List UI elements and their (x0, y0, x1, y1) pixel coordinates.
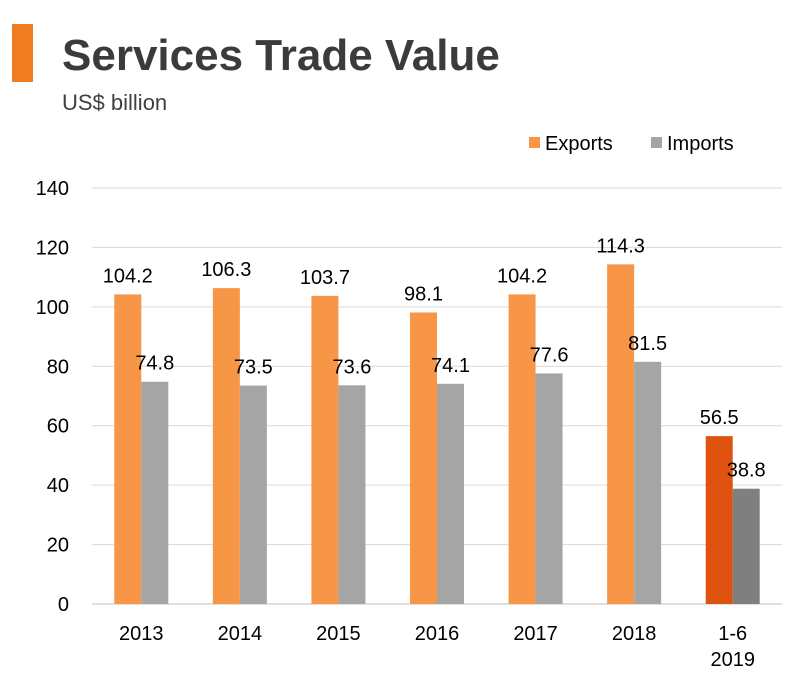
x-tick-label: 2013 (119, 623, 164, 645)
x-tick-label: 2014 (218, 623, 263, 645)
exports-value-label: 98.1 (404, 284, 443, 306)
imports-bar (535, 373, 563, 604)
exports-bar (114, 294, 142, 604)
legend-swatch-exports (529, 137, 540, 148)
exports-bar (311, 295, 339, 604)
imports-bar (141, 381, 169, 604)
exports-value-label: 106.3 (201, 259, 251, 281)
exports-value-label: 104.2 (103, 265, 153, 287)
y-tick-label: 40 (47, 475, 69, 497)
exports-bar (508, 294, 536, 604)
chart-subtitle: US$ billion (62, 90, 168, 115)
legend-label-exports: Exports (545, 133, 613, 155)
exports-bar (705, 436, 733, 604)
imports-value-label: 77.6 (530, 344, 569, 366)
exports-bar (212, 288, 240, 604)
x-tick-label: 2017 (513, 623, 558, 645)
imports-bar (338, 385, 366, 604)
exports-value-label: 103.7 (300, 267, 350, 289)
legend-label-imports: Imports (667, 133, 734, 155)
y-tick-label: 80 (47, 356, 69, 378)
exports-value-label: 104.2 (497, 265, 547, 287)
y-tick-label: 0 (58, 594, 69, 616)
x-tick-label: 2018 (612, 623, 657, 645)
x-tick-label: 2015 (316, 623, 361, 645)
imports-bar (634, 361, 662, 604)
x-tick-label: 2016 (415, 623, 460, 645)
imports-value-label: 74.8 (135, 353, 174, 375)
y-tick-label: 20 (47, 535, 69, 557)
title-accent-bar (12, 24, 33, 82)
exports-value-label: 56.5 (700, 407, 739, 429)
chart-title: Services Trade Value (62, 31, 500, 80)
y-tick-label: 100 (36, 297, 69, 319)
y-tick-label: 120 (36, 237, 69, 259)
x-tick-label: 2019 (710, 649, 755, 671)
imports-value-label: 73.5 (234, 357, 273, 379)
legend-swatch-imports (651, 137, 662, 148)
y-tick-label: 60 (47, 416, 69, 438)
imports-value-label: 73.6 (332, 356, 371, 378)
y-tick-label: 140 (36, 178, 69, 200)
exports-value-label: 114.3 (596, 235, 645, 257)
exports-bar (410, 312, 437, 604)
x-tick-label: 1-6 (718, 623, 747, 645)
imports-bar (732, 488, 760, 604)
imports-value-label: 38.8 (727, 460, 766, 482)
imports-value-label: 74.1 (431, 355, 470, 377)
imports-bar (437, 383, 464, 604)
imports-value-label: 81.5 (628, 333, 667, 355)
imports-bar (239, 385, 267, 604)
exports-bar (607, 264, 635, 604)
